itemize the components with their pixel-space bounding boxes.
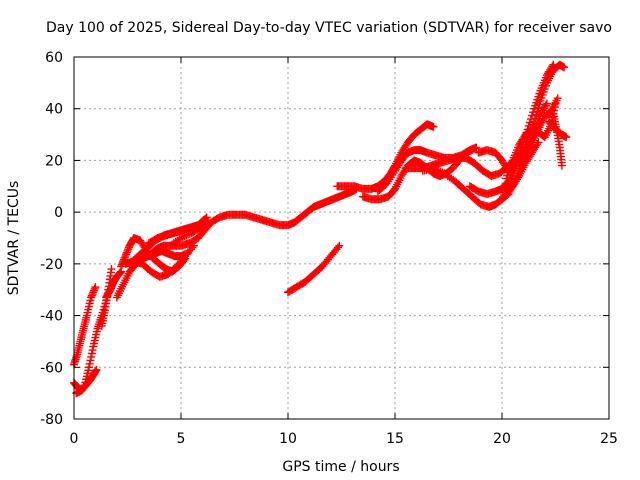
data-point bbox=[84, 363, 93, 372]
chart-title: Day 100 of 2025, Sidereal Day-to-day VTE… bbox=[46, 20, 612, 36]
data-point-interp bbox=[436, 167, 445, 176]
data-point-interp bbox=[122, 248, 131, 257]
data-point-interp bbox=[533, 140, 542, 149]
data-point-interp bbox=[178, 233, 187, 242]
y-tick-label: -80 bbox=[40, 412, 63, 428]
data-series bbox=[70, 60, 571, 398]
y-tick-label: 20 bbox=[45, 153, 63, 169]
data-point-interp bbox=[117, 260, 126, 269]
data-point-interp bbox=[434, 166, 443, 175]
x-tick-label: 15 bbox=[386, 431, 404, 447]
data-point-interp bbox=[88, 346, 97, 355]
data-point-interp bbox=[122, 250, 131, 259]
y-axis-label: SDTVAR / TECUs bbox=[6, 181, 22, 296]
plot-frame bbox=[73, 56, 610, 420]
y-tick-label: -20 bbox=[40, 257, 63, 273]
data-point-interp bbox=[123, 246, 132, 255]
y-tick-label: -60 bbox=[40, 360, 63, 376]
data-point bbox=[542, 99, 551, 108]
x-tick-label: 10 bbox=[279, 431, 297, 447]
data-point-interp bbox=[534, 103, 543, 112]
data-point-interp bbox=[87, 352, 96, 361]
x-tick-label: 0 bbox=[70, 431, 79, 447]
data-point-interp bbox=[541, 101, 550, 110]
data-point bbox=[553, 94, 562, 103]
series-arc3 bbox=[72, 365, 101, 398]
data-point-interp bbox=[116, 268, 125, 277]
data-point bbox=[91, 283, 100, 292]
y-tick-label: -40 bbox=[40, 309, 63, 325]
data-point bbox=[335, 241, 344, 250]
series-arc26 bbox=[502, 138, 543, 199]
data-point bbox=[557, 161, 566, 170]
series-arc13 bbox=[284, 241, 344, 297]
y-tick-label: 60 bbox=[45, 50, 63, 66]
data-point-interp bbox=[89, 286, 98, 295]
series-arc1 bbox=[70, 283, 100, 369]
data-point-interp bbox=[180, 232, 189, 241]
data-point-interp bbox=[89, 288, 98, 297]
data-point bbox=[202, 213, 211, 222]
data-point-interp bbox=[431, 165, 440, 174]
data-point bbox=[562, 133, 571, 142]
data-point bbox=[429, 164, 438, 173]
data-point bbox=[92, 365, 101, 374]
data-point bbox=[117, 262, 126, 271]
data-point-interp bbox=[548, 113, 557, 122]
x-axis-ticks: 0 5 10 15 20 25 bbox=[70, 57, 618, 447]
y-tick-label: 0 bbox=[54, 205, 63, 221]
data-point bbox=[107, 265, 116, 274]
data-point-interp bbox=[90, 284, 99, 293]
x-tick-label: 5 bbox=[177, 431, 186, 447]
data-point bbox=[121, 252, 130, 261]
data-point-interp bbox=[88, 290, 97, 299]
x-tick-label: 25 bbox=[600, 431, 618, 447]
data-point-interp bbox=[201, 214, 210, 223]
x-tick-label: 20 bbox=[493, 431, 511, 447]
data-point-interp bbox=[86, 356, 95, 365]
data-point-interp bbox=[87, 349, 96, 358]
data-point bbox=[472, 143, 481, 152]
data-point-interp bbox=[184, 230, 193, 239]
series-arc15 bbox=[358, 146, 477, 204]
x-axis-label: GPS time / hours bbox=[282, 459, 399, 475]
data-point-interp bbox=[115, 269, 124, 278]
series-arc14 bbox=[333, 120, 438, 193]
data-point-interp bbox=[433, 165, 442, 174]
series-arc5 bbox=[102, 267, 126, 302]
series-arc23 bbox=[515, 94, 562, 170]
data-point bbox=[560, 63, 569, 72]
data-point bbox=[534, 138, 543, 147]
series-arc12 bbox=[147, 184, 361, 258]
data-point-interp bbox=[182, 231, 191, 240]
y-axis-ticks: -80 -60 -40 -20 0 20 40 60 bbox=[40, 50, 609, 428]
data-point bbox=[429, 122, 438, 131]
data-point-interp bbox=[333, 243, 342, 252]
data-point-interp bbox=[535, 100, 544, 109]
data-point bbox=[177, 234, 185, 242]
series-arc25 bbox=[545, 117, 571, 142]
y-tick-label: 40 bbox=[45, 102, 63, 118]
data-point-interp bbox=[85, 359, 94, 368]
data-point-interp bbox=[87, 291, 96, 300]
data-point-interp bbox=[120, 253, 129, 262]
data-point bbox=[87, 293, 96, 302]
data-point-interp bbox=[124, 245, 133, 254]
